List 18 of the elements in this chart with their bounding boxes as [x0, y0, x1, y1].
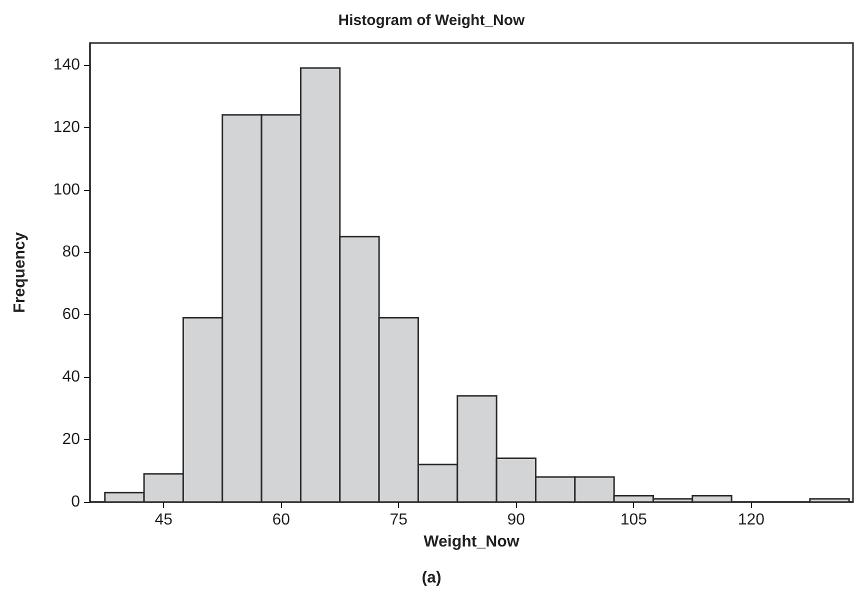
y-tick-label: 80: [62, 244, 80, 261]
y-axis-title: Frequency: [12, 232, 28, 313]
y-tick-label: 100: [53, 181, 80, 198]
y-tick-label: 0: [71, 494, 80, 510]
chart-title: Histogram of Weight_Now: [338, 12, 526, 29]
x-axis-title: Weight_Now: [424, 534, 520, 550]
x-tick-label: 90: [507, 512, 526, 528]
x-tick-label: 120: [738, 512, 765, 528]
y-tick-label: 40: [62, 368, 80, 386]
text: (a): [422, 570, 442, 586]
x-tick-label: 75: [390, 512, 408, 528]
y-tick-label: 120: [53, 118, 80, 136]
y-tick-label: 140: [53, 56, 80, 74]
x-tick-label: 45: [154, 512, 173, 528]
x-tick-label: 60: [272, 512, 290, 528]
y-tick-label: 60: [62, 306, 80, 324]
x-tick-label: 105: [620, 512, 648, 528]
y-tick-label: 20: [62, 431, 80, 448]
